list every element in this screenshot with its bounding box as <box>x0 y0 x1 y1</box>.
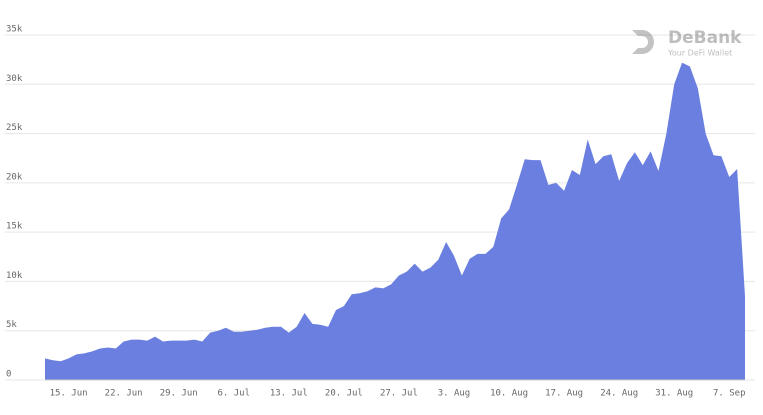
x-tick-label: 7. Sep <box>713 389 746 399</box>
y-tick-label: 30k <box>6 74 23 84</box>
y-tick-label: 35k <box>6 25 23 35</box>
x-tick-label: 17. Aug <box>545 389 583 399</box>
watermark-logo <box>632 30 654 54</box>
x-tick-label: 6. Jul <box>218 389 251 399</box>
y-tick-label: 15k <box>6 222 23 232</box>
y-tick-label: 20k <box>6 172 23 182</box>
x-tick-label: 24. Aug <box>600 389 638 399</box>
x-tick-label: 13. Jul <box>270 389 308 399</box>
watermark-subtitle: Your DeFi Wallet <box>667 49 732 58</box>
watermark: DeBank Your DeFi Wallet <box>632 28 742 58</box>
y-tick-label: 5k <box>6 320 17 330</box>
x-tick-label: 31. Aug <box>655 389 693 399</box>
x-tick-label: 29. Jun <box>160 389 198 399</box>
area <box>45 62 745 380</box>
y-tick-label: 10k <box>6 271 23 281</box>
plot: 0 5k 10k 15k 20k 25k 30k 35k 15. Jun 22. Jun 29. J… <box>5 25 755 399</box>
x-tick-label: 15. Jun <box>50 389 88 399</box>
x-tick-label: 27. Jul <box>380 389 418 399</box>
y-tick-label: 0 <box>6 370 11 380</box>
x-tick-label: 22. Jun <box>105 389 143 399</box>
watermark-title: DeBank <box>668 28 742 48</box>
x-tick-label: 10. Aug <box>490 389 528 399</box>
x-tick-label: 3. Aug <box>438 389 471 399</box>
x-tick-label: 20. Jul <box>325 389 363 399</box>
y-tick-label: 25k <box>6 123 23 133</box>
